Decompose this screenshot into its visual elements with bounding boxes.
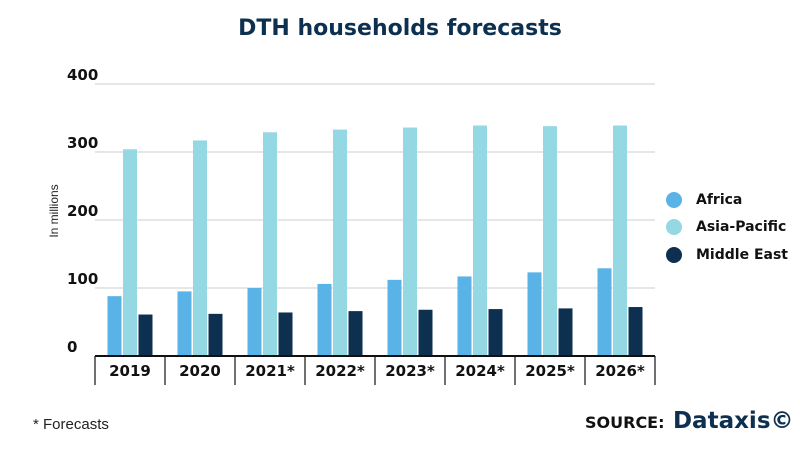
legend: Africa Asia-Pacific Middle East [666,186,788,269]
y-tick-label: 400 [67,66,98,84]
y-tick-label: 100 [67,270,98,288]
legend-swatch-africa [666,191,682,208]
source-brand-logo: Dataxis© [672,408,794,434]
x-tick-label: 2021* [245,362,295,380]
bar-africa [527,272,542,356]
bar-asia-pacific [613,125,627,356]
bar-asia-pacific [123,149,137,356]
bar-africa [597,268,612,356]
x-tick-label: 2019 [109,362,151,380]
legend-swatch-middle-east [666,246,682,263]
legend-label-asia-pacific: Asia-Pacific [696,219,787,236]
bar-middle-east [558,308,573,356]
y-tick-label: 0 [67,338,77,356]
legend-item-africa: Africa [666,186,788,214]
x-tick-label: 2020 [179,362,221,380]
x-tick-label: 2026* [595,362,645,380]
bar-africa [387,279,402,356]
legend-swatch-asia-pacific [666,219,682,236]
bar-africa [177,291,192,356]
bar-africa [457,276,472,356]
forecast-footnote: * Forecasts [33,416,109,433]
x-tick-label: 2022* [315,362,365,380]
bar-middle-east [278,312,293,356]
source-label: SOURCE: [585,413,665,432]
y-tick-label: 200 [67,202,98,220]
legend-label-africa: Africa [696,191,743,208]
bar-asia-pacific [333,129,347,356]
x-tick-label: 2023* [385,362,435,380]
bar-africa [247,288,262,356]
bar-asia-pacific [193,140,207,356]
bar-middle-east [418,309,433,356]
x-tick-label: 2024* [455,362,505,380]
bar-africa [107,296,122,356]
y-axis-title: In millions [47,184,61,237]
bar-asia-pacific [543,126,557,356]
bar-middle-east [208,313,223,356]
bar-africa [317,283,332,356]
source-credit: SOURCE: Dataxis© [585,408,794,434]
legend-item-asia-pacific: Asia-Pacific [666,214,788,242]
legend-item-middle-east: Middle East [666,241,788,269]
bar-chart: 0 100 200 300 400 In millions 2019 2020 2021* 202… [47,66,656,385]
bar-asia-pacific [473,125,487,356]
legend-label-middle-east: Middle East [696,246,788,263]
chart-title: DTH households forecasts [238,16,562,41]
bar-middle-east [488,309,503,356]
bar-middle-east [628,307,643,356]
y-tick-label: 300 [67,134,98,152]
bar-middle-east [138,314,153,356]
bar-asia-pacific [403,127,417,357]
bar-asia-pacific [263,132,277,356]
bar-middle-east [348,311,363,356]
x-tick-label: 2025* [525,362,575,380]
